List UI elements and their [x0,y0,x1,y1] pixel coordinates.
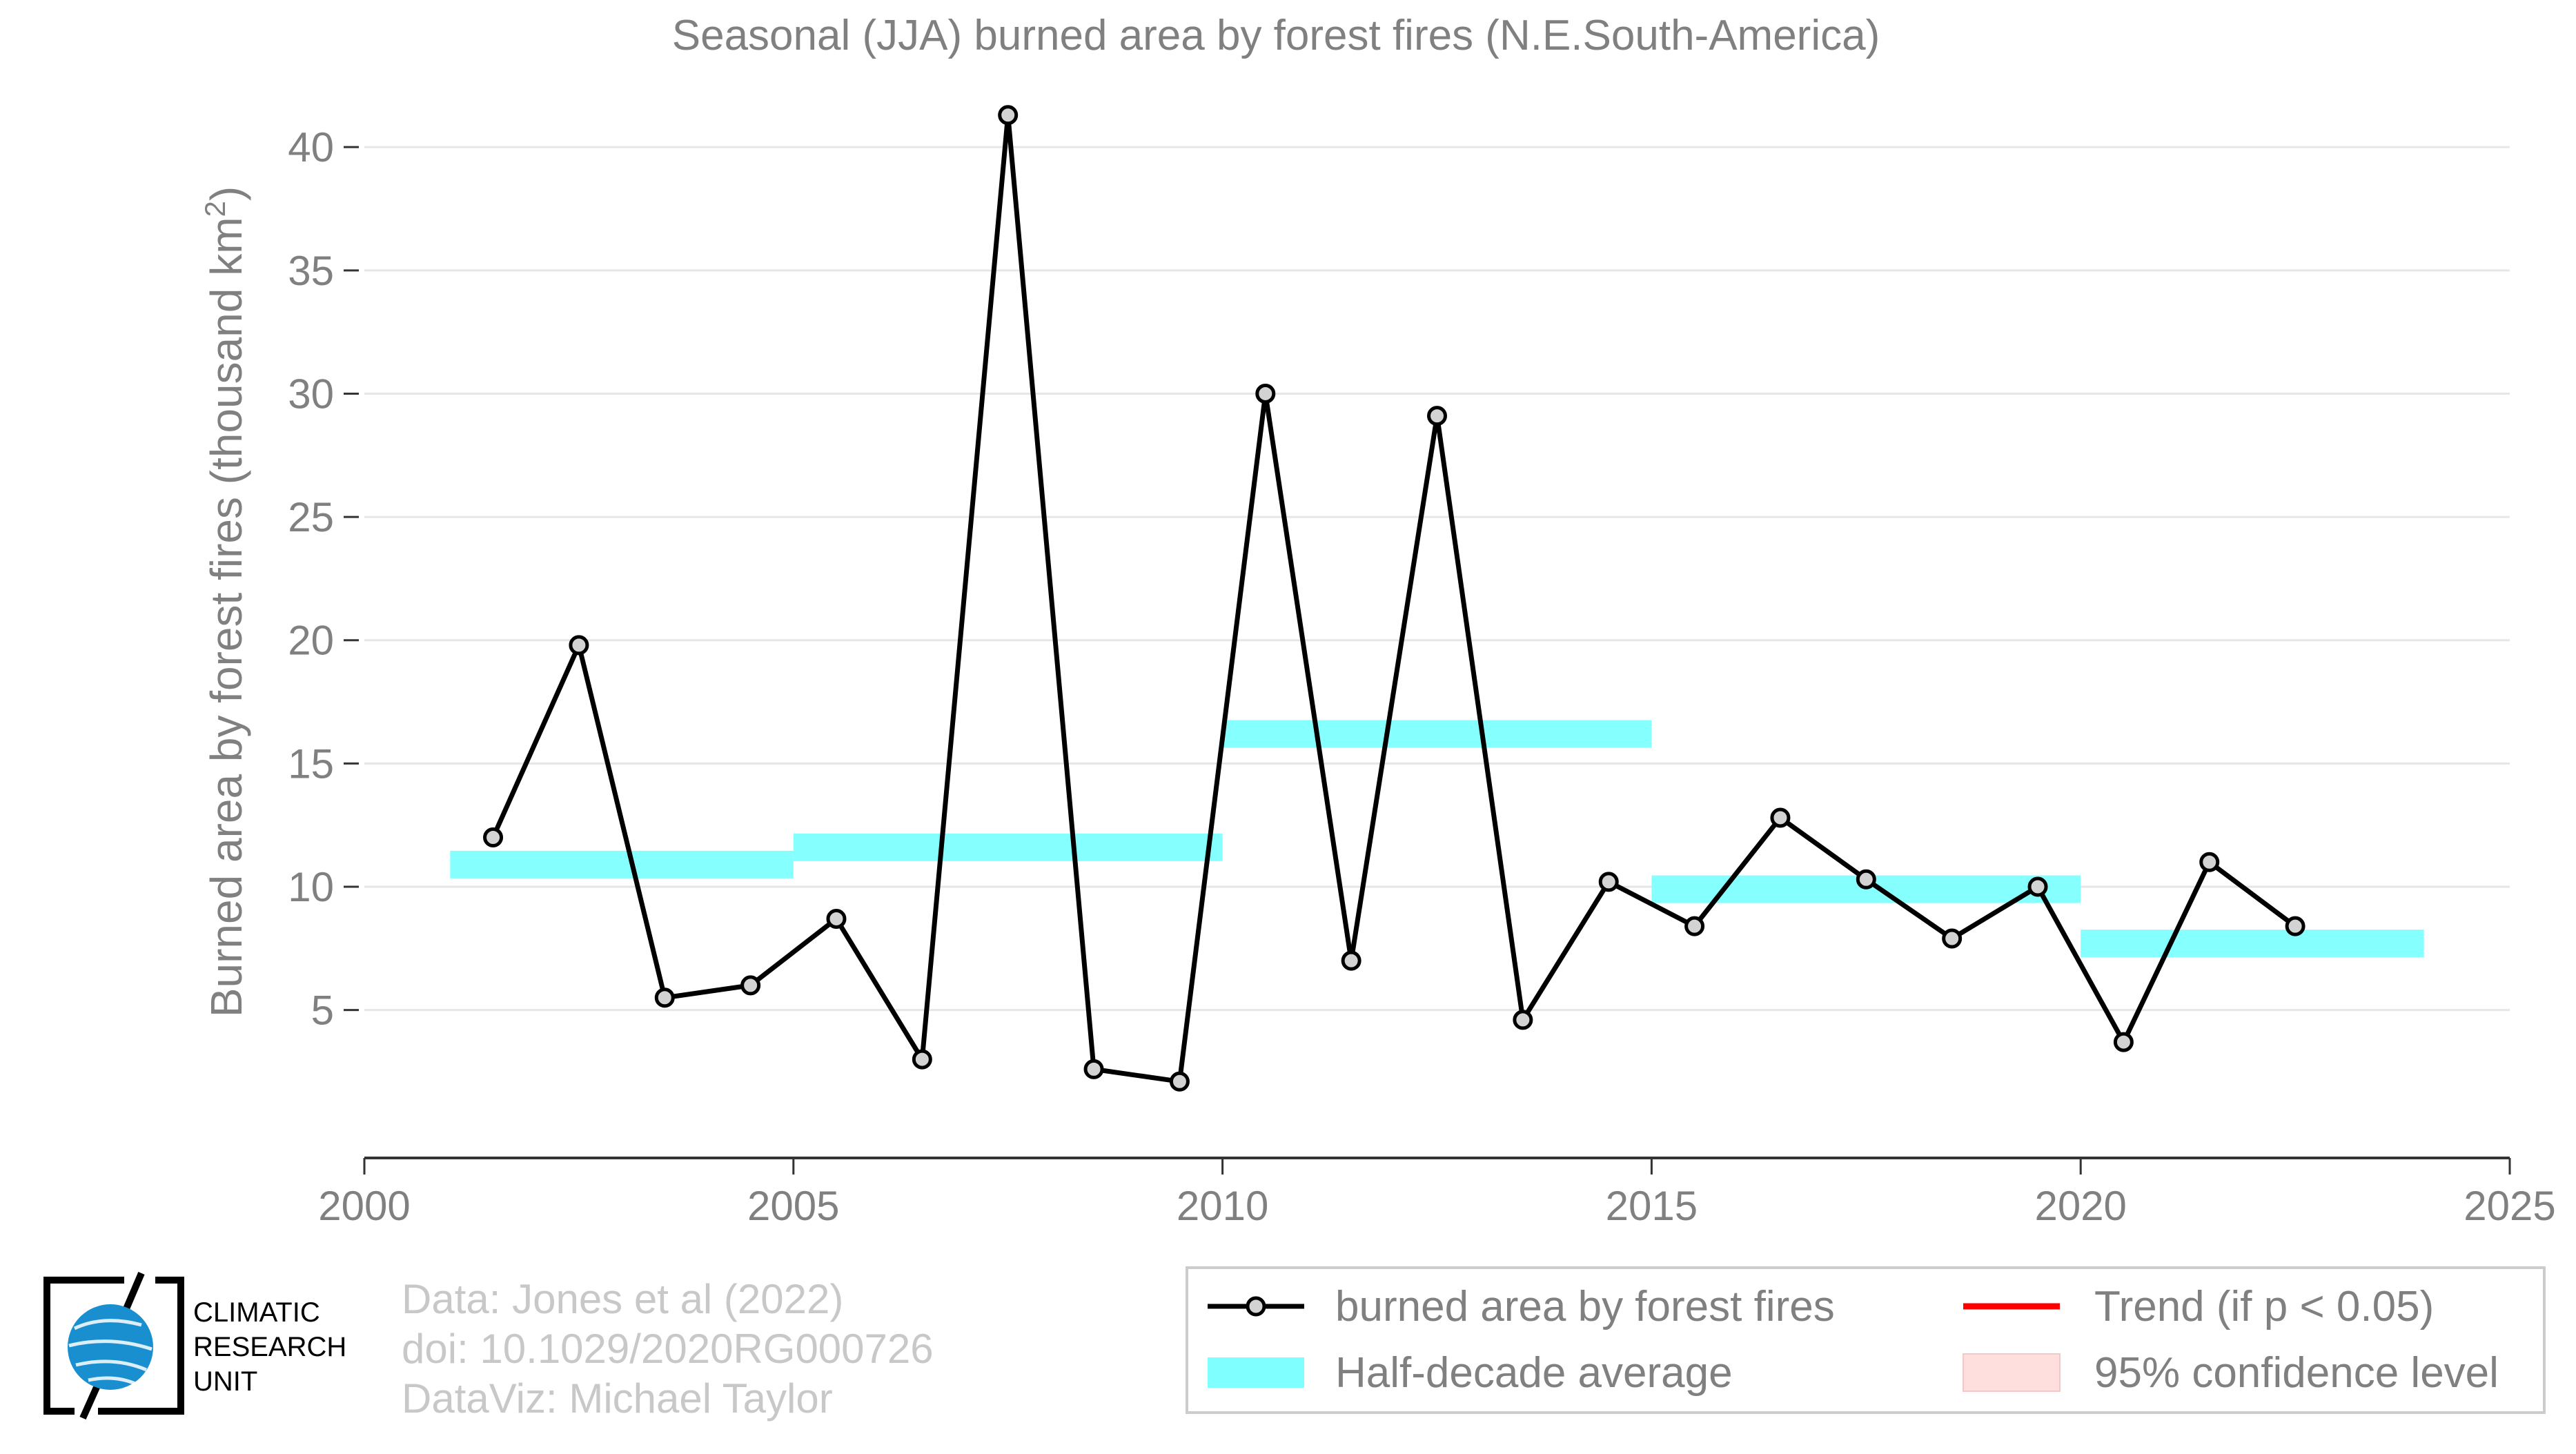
burned-area-point [1083,1059,1104,1079]
burned-area-point [1169,1071,1190,1092]
y-axis-label: Burned area by forest fires (thousand km… [199,186,251,1017]
logo-bracket-icon [43,1277,184,1415]
globe-icon [68,1304,153,1390]
legend-label-half-decade: Half-decade average [1335,1349,1733,1397]
y-tick-label: 35 [288,248,334,294]
chart-title: Seasonal (JJA) burned area by forest fir… [672,12,1880,59]
climatic-research-unit-logo: CLIMATIC RESEARCH UNIT [43,1272,346,1420]
burned-area-point [1770,807,1791,828]
grid-layer [364,146,2510,1012]
y-tick-label: 30 [288,371,334,417]
legend-label-trend: Trend (if p < 0.05) [2094,1283,2434,1330]
burned-area-point [1684,916,1705,936]
half-decade-average-bar [793,833,1223,861]
globe-swirl-icon [68,1319,153,1386]
burned-area-point [2027,876,2048,897]
credit-dataviz: DataViz: Michael Taylor [402,1375,833,1422]
x-tick-label: 2025 [2464,1183,2555,1229]
y-axis-label-main: Burned area by forest fires (thousand km [201,217,251,1017]
legend-label-confidence: 95% confidence level [2094,1349,2499,1397]
y-tick-label: 15 [288,740,334,787]
legend-item-burned-area: burned area by forest fires [1208,1283,1835,1330]
legend-item-half-decade: Half-decade average [1208,1349,1733,1397]
burned-area-point [654,988,675,1008]
burned-area-line [491,112,2297,1084]
burned-area-point [912,1049,932,1070]
burned-area-point [1341,950,1361,971]
x-tick-label: 2020 [2034,1183,2126,1229]
x-tick-label: 2000 [318,1183,410,1229]
half-decade-average-layer [450,720,2424,958]
burned-area-point [998,105,1019,126]
credit-data-source: Data: Jones et al (2022) [402,1276,843,1322]
burned-area-point [1513,1010,1533,1030]
legend-swatch-half-decade [1208,1357,1304,1388]
legend-item-confidence: 95% confidence level [1963,1349,2499,1397]
burned-area-point [1942,928,1963,949]
y-tick-label: 20 [288,618,334,664]
burned-area-point [1427,406,1447,426]
burned-area-point [1598,872,1619,892]
burned-area-point [1856,869,1876,890]
legend-label-burned-area: burned area by forest fires [1335,1283,1835,1330]
logo-text-climatic: CLIMATIC [193,1297,320,1328]
x-tick-label: 2010 [1177,1183,1268,1229]
burned-area-point [826,908,847,929]
series-point-layer [483,105,2305,1092]
legend-swatch-marker [1246,1296,1266,1317]
x-tick-label: 2015 [1606,1183,1698,1229]
logo-text-research: RESEARCH [193,1332,346,1362]
y-tick-label: 5 [311,988,334,1034]
y-axis-label-end: ) [201,186,251,201]
series-line-layer [491,112,2297,1084]
burned-area-point [2113,1032,2134,1052]
half-decade-average-bar [1222,720,1652,748]
legend-item-trend: Trend (if p < 0.05) [1963,1283,2434,1330]
legend-swatch-confidence [1963,1353,2061,1392]
credits: Data: Jones et al (2022) doi: 10.1029/20… [402,1276,934,1422]
legend: burned area by forest fires Trend (if p … [1186,1266,2546,1414]
y-tick-label: 40 [288,124,334,170]
burned-area-point [2199,852,2220,872]
burned-area-point [569,635,589,656]
legend-box [1186,1266,2546,1414]
half-decade-average-bar [2081,930,2424,958]
burned-area-point [740,975,761,996]
y-tick-label: 10 [288,864,334,910]
x-tick-label: 2005 [747,1183,839,1229]
burned-area-point [2285,916,2305,936]
y-tick-label: 25 [288,494,334,540]
half-decade-average-bar [450,850,794,878]
credit-doi: doi: 10.1029/2020RG000726 [402,1326,934,1372]
burned-area-point [1255,383,1276,404]
logo-text-unit: UNIT [193,1366,257,1397]
y-axis-label-superscript: 2 [199,201,231,217]
burned-area-point [483,827,504,848]
